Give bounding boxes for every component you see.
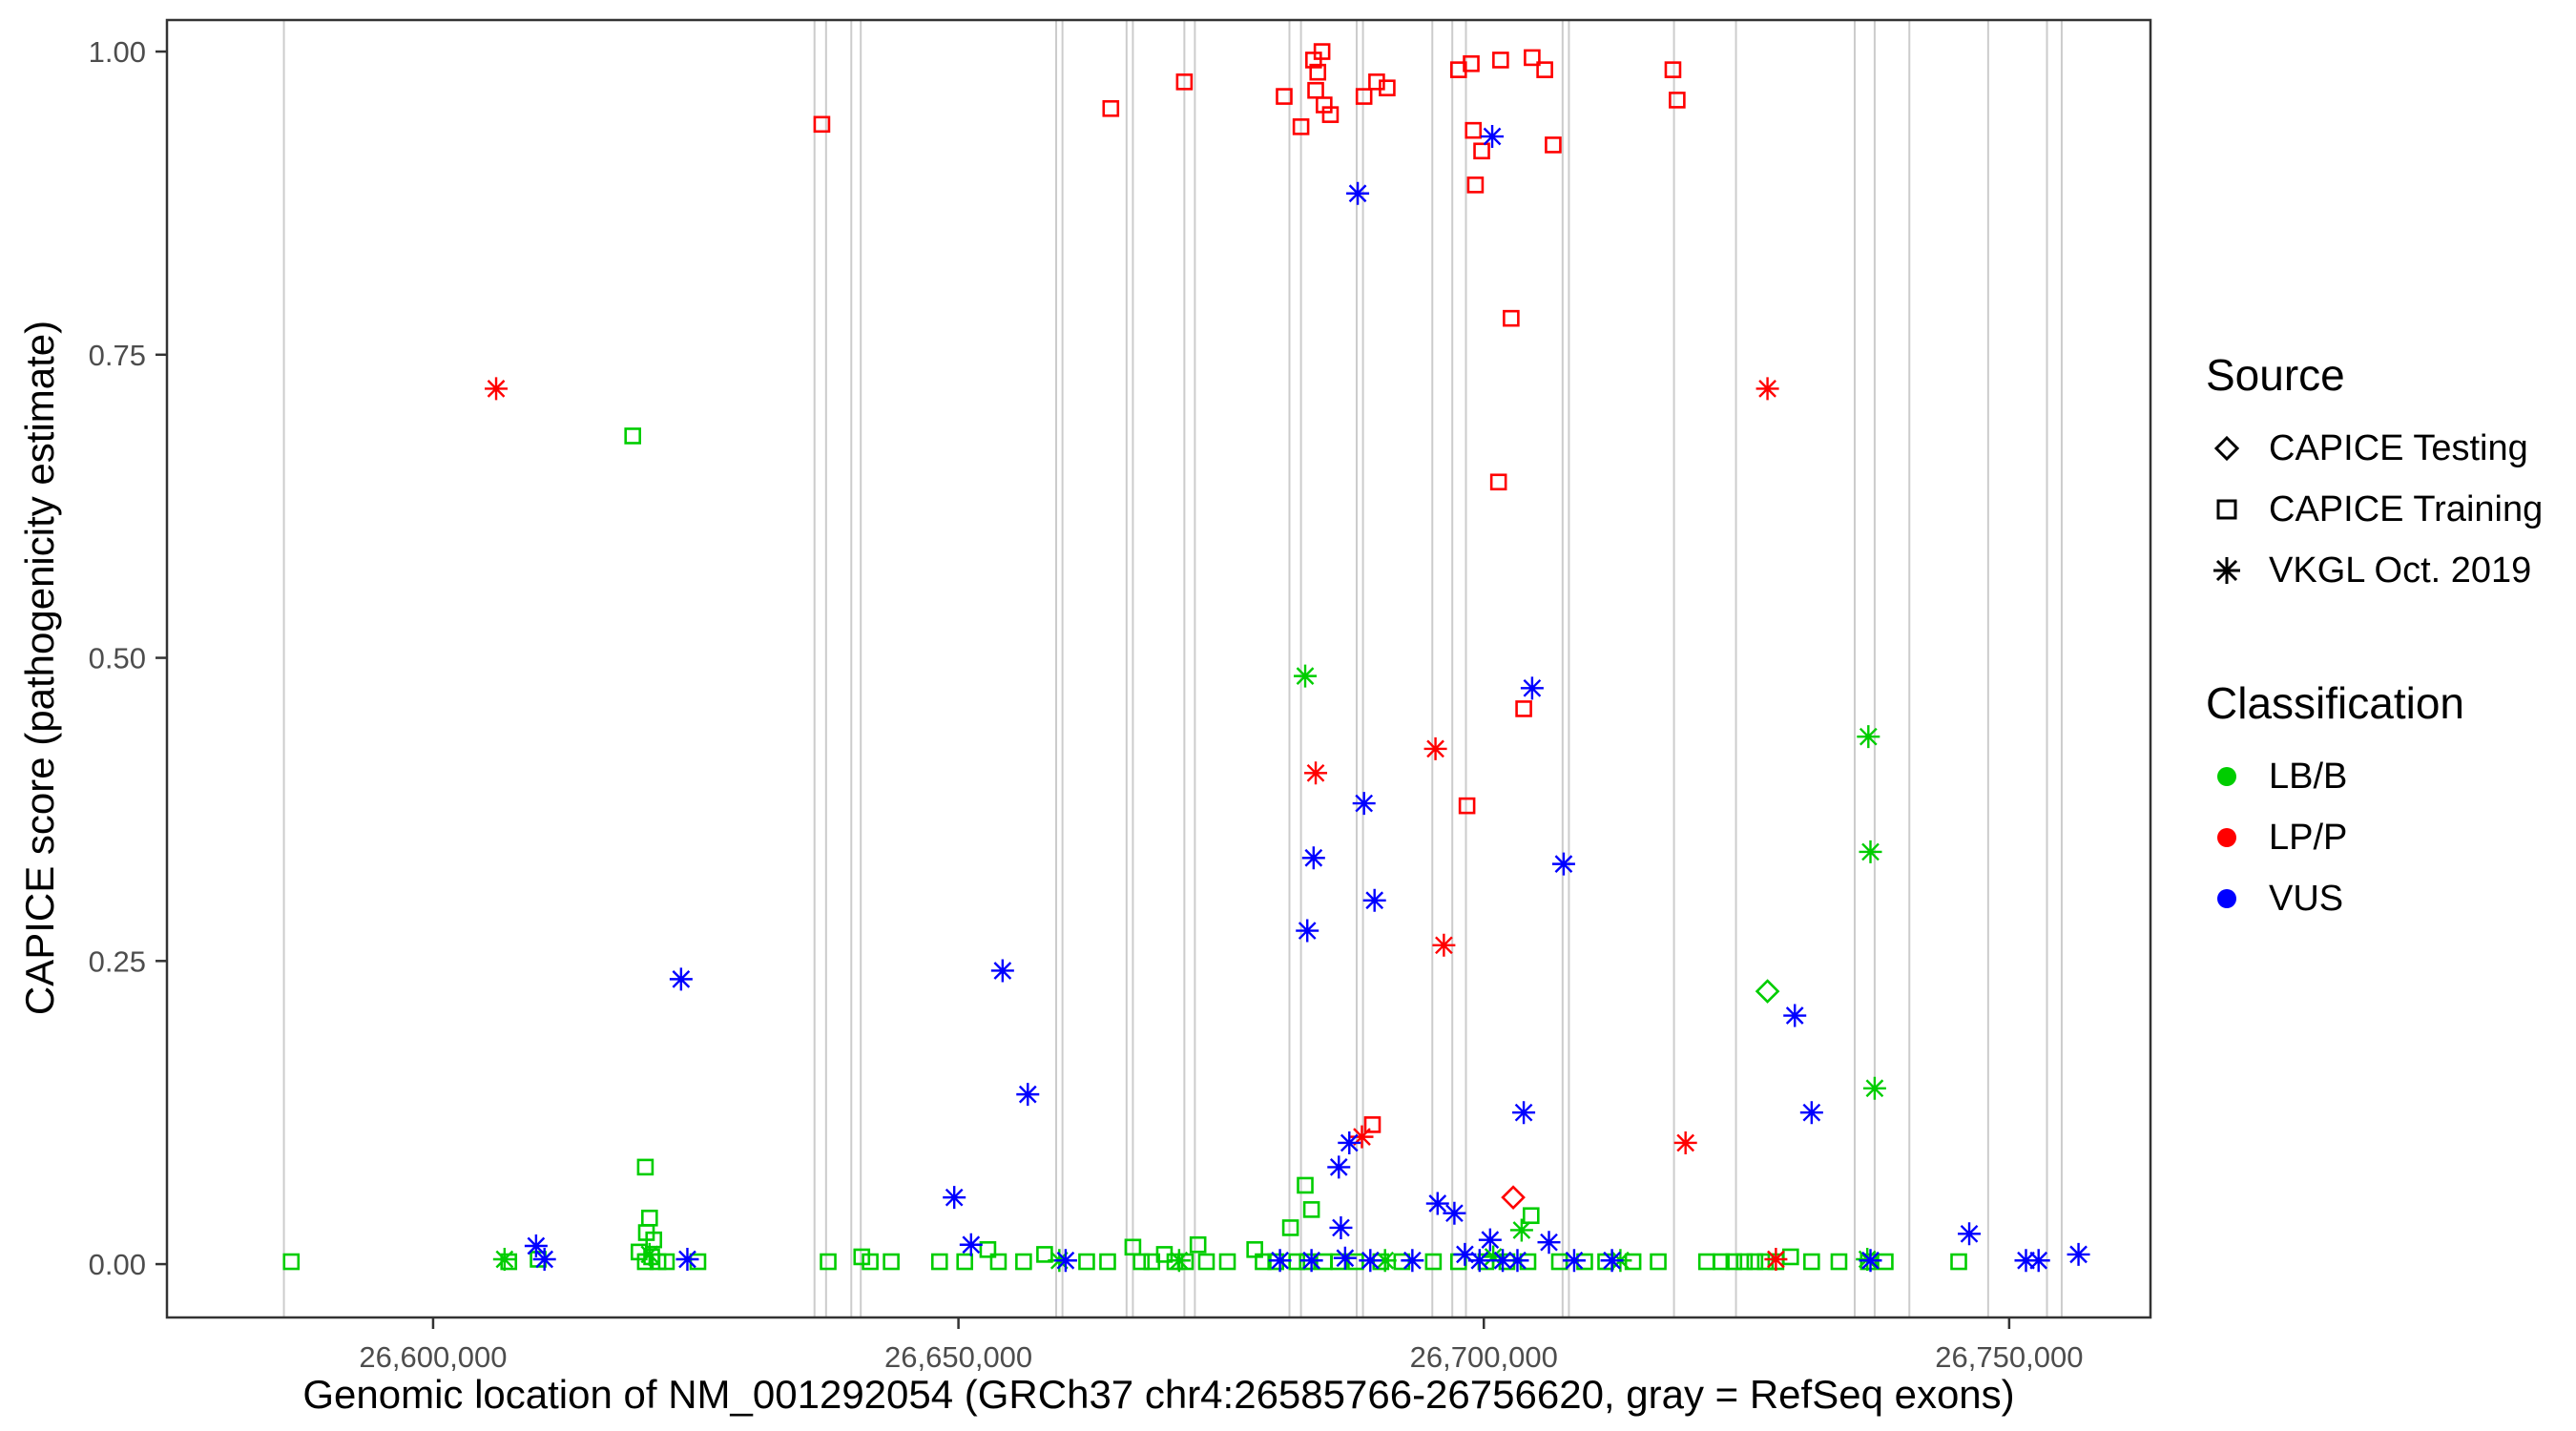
legend-classification-title: Classification bbox=[2206, 678, 2464, 728]
lbb-color-dot bbox=[2217, 767, 2236, 786]
diamond-icon bbox=[2213, 435, 2240, 462]
legend-source-title: Source bbox=[2206, 350, 2345, 400]
legend-item-vkgl: VKGL Oct. 2019 bbox=[2206, 548, 2543, 593]
svg-text:0.75: 0.75 bbox=[89, 339, 146, 372]
lpp-color-dot bbox=[2217, 828, 2236, 847]
legend-item-label: LB/B bbox=[2269, 756, 2348, 797]
svg-text:0.25: 0.25 bbox=[89, 944, 146, 978]
legend-item-lbb: LB/B bbox=[2206, 754, 2543, 799]
legend-item-label: VKGL Oct. 2019 bbox=[2269, 550, 2532, 591]
x-axis-title: Genomic location of NM_001292054 (GRCh37… bbox=[302, 1372, 2015, 1417]
legend-item-capice-testing: CAPICE Testing bbox=[2206, 425, 2543, 471]
vus-color-dot bbox=[2217, 889, 2236, 908]
legend-item-label: CAPICE Training bbox=[2269, 488, 2544, 529]
svg-text:1.00: 1.00 bbox=[89, 35, 146, 69]
legend-item-label: CAPICE Testing bbox=[2269, 427, 2528, 468]
svg-text:26,700,000: 26,700,000 bbox=[1410, 1340, 1558, 1374]
asterisk-icon bbox=[2213, 557, 2240, 584]
svg-text:26,600,000: 26,600,000 bbox=[359, 1340, 507, 1374]
square-icon bbox=[2216, 499, 2237, 520]
svg-text:0.00: 0.00 bbox=[89, 1248, 146, 1281]
legend-item-label: LP/P bbox=[2269, 817, 2348, 858]
legend-item-label: VUS bbox=[2269, 878, 2344, 919]
svg-text:0.50: 0.50 bbox=[89, 642, 146, 675]
svg-text:26,650,000: 26,650,000 bbox=[884, 1340, 1032, 1374]
y-axis-title: CAPICE score (pathogenicity estimate) bbox=[17, 320, 62, 1016]
legend-item-vus: VUS bbox=[2206, 876, 2543, 922]
svg-text:26,750,000: 26,750,000 bbox=[1935, 1340, 2083, 1374]
legend-item-capice-training: CAPICE Training bbox=[2206, 487, 2543, 532]
legend-item-lpp: LP/P bbox=[2206, 815, 2543, 861]
legend: Source CAPICE Testing CAPICE Training VK… bbox=[2206, 349, 2543, 937]
